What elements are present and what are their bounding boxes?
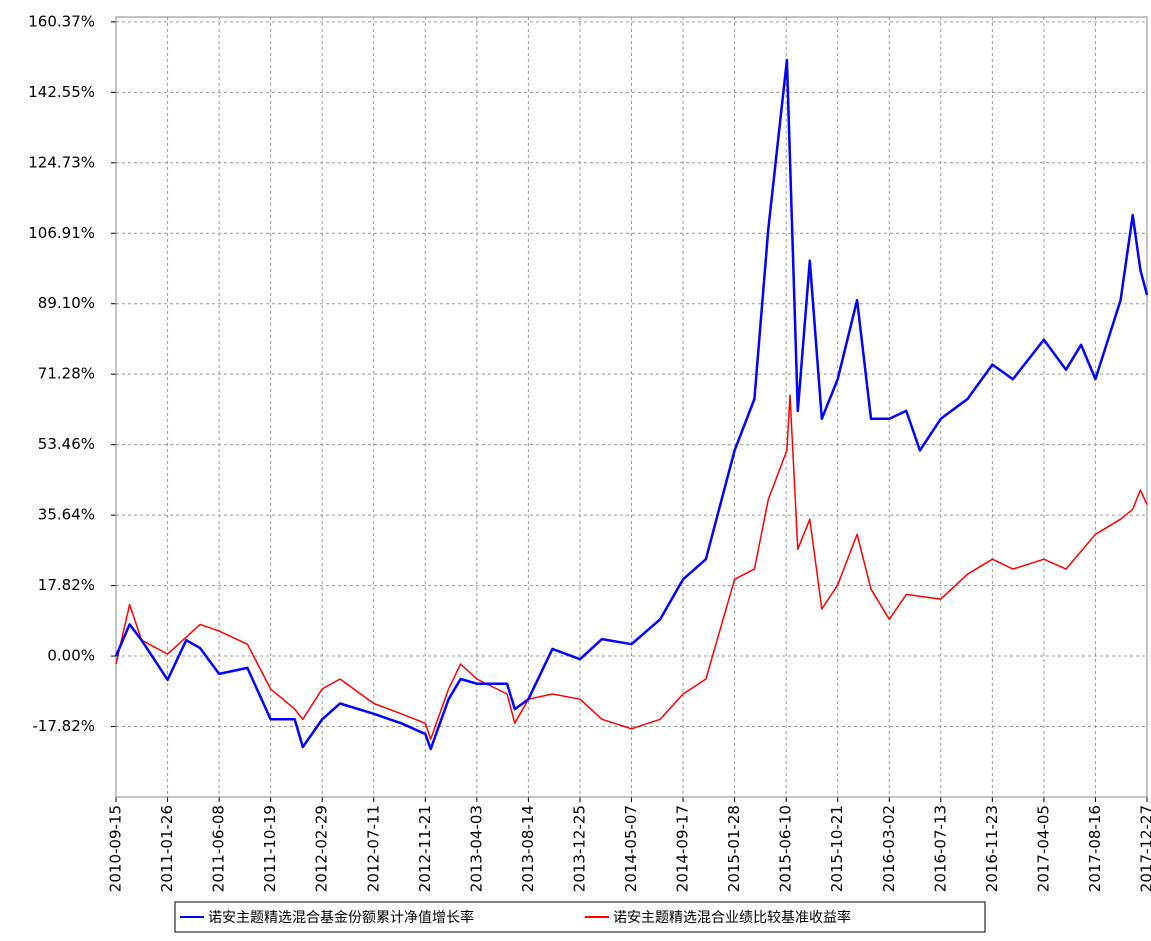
x-tick-label: 2012-11-21 bbox=[416, 805, 434, 892]
x-tick-label: 2012-02-29 bbox=[313, 805, 331, 892]
x-tick-label: 2017-12-27 bbox=[1138, 805, 1151, 892]
y-tick-label: 142.55% bbox=[28, 83, 95, 101]
y-tick-label: 71.28% bbox=[38, 365, 95, 383]
y-tick-label: -17.82% bbox=[32, 717, 95, 735]
x-tick-label: 2011-10-19 bbox=[261, 805, 279, 892]
x-tick-label: 2017-08-16 bbox=[1086, 805, 1104, 892]
x-tick-label: 2015-10-21 bbox=[828, 805, 846, 892]
x-tick-label: 2016-03-02 bbox=[880, 805, 898, 892]
series-line bbox=[115, 394, 1148, 740]
y-tick-label: 53.46% bbox=[38, 435, 95, 453]
x-tick-label: 2016-11-23 bbox=[983, 805, 1001, 892]
legend-label: 诺安主题精选混合业绩比较基准收益率 bbox=[613, 909, 851, 926]
legend-box bbox=[174, 901, 986, 933]
series-line bbox=[114, 58, 1149, 751]
y-tick-label: 35.64% bbox=[38, 506, 95, 524]
y-tick-label: 106.91% bbox=[28, 224, 95, 242]
x-tick-label: 2014-05-07 bbox=[622, 805, 640, 892]
x-tick-label: 2013-08-14 bbox=[519, 805, 537, 892]
x-tick-label: 2012-07-11 bbox=[364, 805, 382, 892]
legend-label: 诺安主题精选混合基金份额累计净值增长率 bbox=[208, 909, 474, 926]
x-tick-label: 2013-04-03 bbox=[467, 805, 485, 892]
x-tick-label: 2011-06-08 bbox=[210, 805, 228, 892]
y-tick-label: 124.73% bbox=[28, 153, 95, 171]
plot-frame bbox=[115, 16, 1148, 798]
x-tick-label: 2016-07-13 bbox=[931, 805, 949, 892]
x-tick-label: 2013-12-25 bbox=[570, 805, 588, 892]
x-tick-label: 2011-01-26 bbox=[158, 805, 176, 892]
x-tick-label: 2010-09-15 bbox=[107, 805, 125, 892]
y-tick-label: 0.00% bbox=[47, 647, 95, 665]
x-tick-label: 2017-04-05 bbox=[1034, 805, 1052, 892]
x-tick-label: 2014-09-17 bbox=[674, 805, 692, 892]
y-tick-label: 89.10% bbox=[38, 294, 95, 312]
x-tick-label: 2015-01-28 bbox=[725, 805, 743, 892]
y-tick-label: 17.82% bbox=[38, 576, 95, 594]
x-tick-label: 2015-06-10 bbox=[777, 805, 795, 892]
y-tick-label: 160.37% bbox=[28, 12, 95, 30]
